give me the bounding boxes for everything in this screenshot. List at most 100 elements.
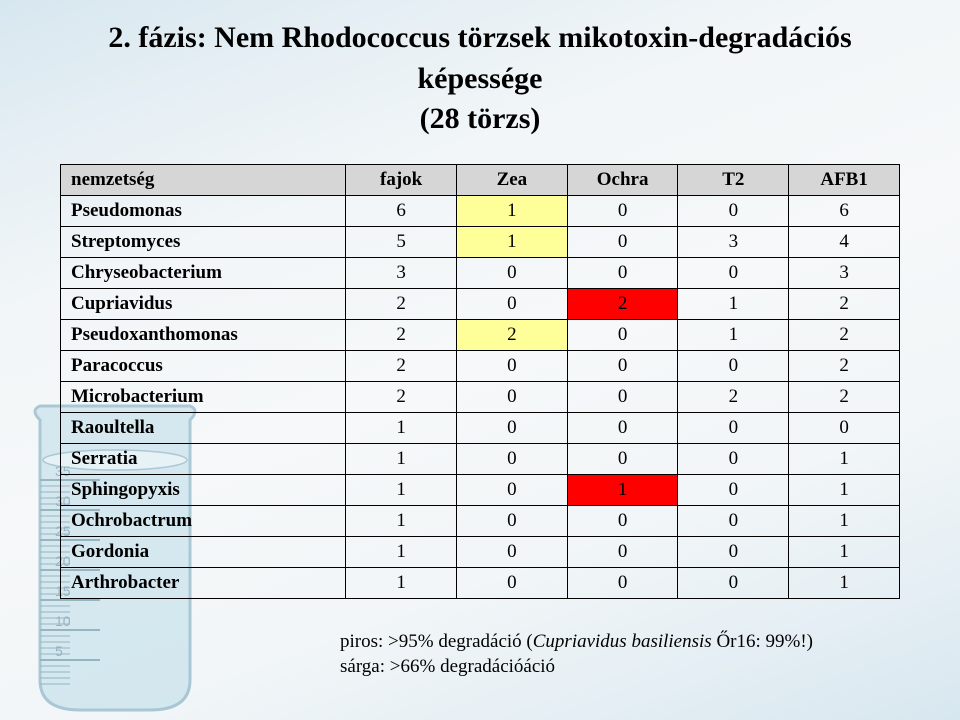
value-cell: 2 [346, 381, 457, 412]
col-header-t2: T2 [678, 164, 789, 195]
value-cell: 0 [457, 443, 568, 474]
value-cell: 6 [346, 195, 457, 226]
col-header-afb1: AFB1 [789, 164, 900, 195]
value-cell: 1 [346, 536, 457, 567]
value-cell: 0 [567, 567, 678, 598]
value-cell: 5 [346, 226, 457, 257]
genus-cell: Cupriavidus [61, 288, 346, 319]
value-cell: 0 [678, 474, 789, 505]
value-cell: 2 [567, 288, 678, 319]
value-cell: 0 [457, 350, 568, 381]
genus-cell: Arthrobacter [61, 567, 346, 598]
value-cell: 0 [678, 257, 789, 288]
value-cell: 0 [457, 505, 568, 536]
value-cell: 0 [457, 257, 568, 288]
col-header-genus: nemzetség [61, 164, 346, 195]
col-header-zea: Zea [457, 164, 568, 195]
value-cell: 0 [567, 443, 678, 474]
genus-cell: Gordonia [61, 536, 346, 567]
table-row: Serratia10001 [61, 443, 900, 474]
mycotoxin-table: nemzetség fajok Zea Ochra T2 AFB1 Pseudo… [60, 164, 900, 599]
value-cell: 1 [789, 536, 900, 567]
value-cell: 0 [457, 381, 568, 412]
value-cell: 2 [346, 288, 457, 319]
table-row: Paracoccus20002 [61, 350, 900, 381]
value-cell: 0 [678, 443, 789, 474]
value-cell: 0 [789, 412, 900, 443]
value-cell: 0 [457, 412, 568, 443]
value-cell: 0 [678, 536, 789, 567]
value-cell: 0 [567, 350, 678, 381]
table-row: Sphingopyxis10101 [61, 474, 900, 505]
value-cell: 4 [789, 226, 900, 257]
table-row: Chryseobacterium30003 [61, 257, 900, 288]
table-body: Pseudomonas61006Streptomyces51034Chryseo… [61, 195, 900, 598]
value-cell: 1 [457, 226, 568, 257]
value-cell: 3 [346, 257, 457, 288]
value-cell: 2 [789, 288, 900, 319]
value-cell: 1 [346, 412, 457, 443]
title-line-2: (28 törzs) [420, 102, 541, 135]
genus-cell: Paracoccus [61, 350, 346, 381]
value-cell: 0 [567, 505, 678, 536]
value-cell: 0 [567, 381, 678, 412]
col-header-ochra: Ochra [567, 164, 678, 195]
value-cell: 0 [567, 257, 678, 288]
legend-yellow-line: sárga: >66% degradációáció [340, 654, 900, 680]
value-cell: 1 [567, 474, 678, 505]
genus-cell: Ochrobactrum [61, 505, 346, 536]
genus-cell: Serratia [61, 443, 346, 474]
genus-cell: Microbacterium [61, 381, 346, 412]
slide-page: 2. fázis: Nem Rhodococcus törzsek mikoto… [0, 0, 960, 680]
value-cell: 0 [567, 412, 678, 443]
value-cell: 0 [457, 288, 568, 319]
value-cell: 0 [678, 412, 789, 443]
col-header-fajok: fajok [346, 164, 457, 195]
value-cell: 0 [678, 195, 789, 226]
genus-cell: Sphingopyxis [61, 474, 346, 505]
table-row: Pseudoxanthomonas22012 [61, 319, 900, 350]
table-header-row: nemzetség fajok Zea Ochra T2 AFB1 [61, 164, 900, 195]
value-cell: 1 [346, 443, 457, 474]
value-cell: 1 [346, 505, 457, 536]
table-row: Streptomyces51034 [61, 226, 900, 257]
title-line-1: 2. fázis: Nem Rhodococcus törzsek mikoto… [108, 21, 851, 95]
table-row: Arthrobacter10001 [61, 567, 900, 598]
value-cell: 3 [678, 226, 789, 257]
table-row: Pseudomonas61006 [61, 195, 900, 226]
value-cell: 1 [678, 319, 789, 350]
value-cell: 2 [789, 381, 900, 412]
genus-cell: Pseudoxanthomonas [61, 319, 346, 350]
value-cell: 1 [789, 443, 900, 474]
value-cell: 1 [789, 474, 900, 505]
value-cell: 2 [346, 350, 457, 381]
value-cell: 0 [678, 567, 789, 598]
value-cell: 0 [457, 536, 568, 567]
value-cell: 6 [789, 195, 900, 226]
genus-cell: Streptomyces [61, 226, 346, 257]
value-cell: 0 [567, 195, 678, 226]
table-row: Microbacterium20022 [61, 381, 900, 412]
value-cell: 0 [457, 474, 568, 505]
page-title: 2. fázis: Nem Rhodococcus törzsek mikoto… [60, 18, 900, 140]
value-cell: 1 [789, 567, 900, 598]
legend-red-line: piros: >95% degradáció (Cupriavidus basi… [340, 629, 900, 655]
genus-cell: Raoultella [61, 412, 346, 443]
legend-notes: piros: >95% degradáció (Cupriavidus basi… [340, 629, 900, 680]
value-cell: 1 [346, 567, 457, 598]
value-cell: 0 [457, 567, 568, 598]
table-row: Cupriavidus20212 [61, 288, 900, 319]
value-cell: 0 [567, 536, 678, 567]
value-cell: 0 [567, 319, 678, 350]
genus-cell: Chryseobacterium [61, 257, 346, 288]
value-cell: 3 [789, 257, 900, 288]
value-cell: 0 [678, 350, 789, 381]
table-row: Gordonia10001 [61, 536, 900, 567]
value-cell: 2 [678, 381, 789, 412]
table-row: Ochrobactrum10001 [61, 505, 900, 536]
value-cell: 1 [789, 505, 900, 536]
table-row: Raoultella10000 [61, 412, 900, 443]
value-cell: 1 [678, 288, 789, 319]
value-cell: 1 [457, 195, 568, 226]
value-cell: 2 [457, 319, 568, 350]
